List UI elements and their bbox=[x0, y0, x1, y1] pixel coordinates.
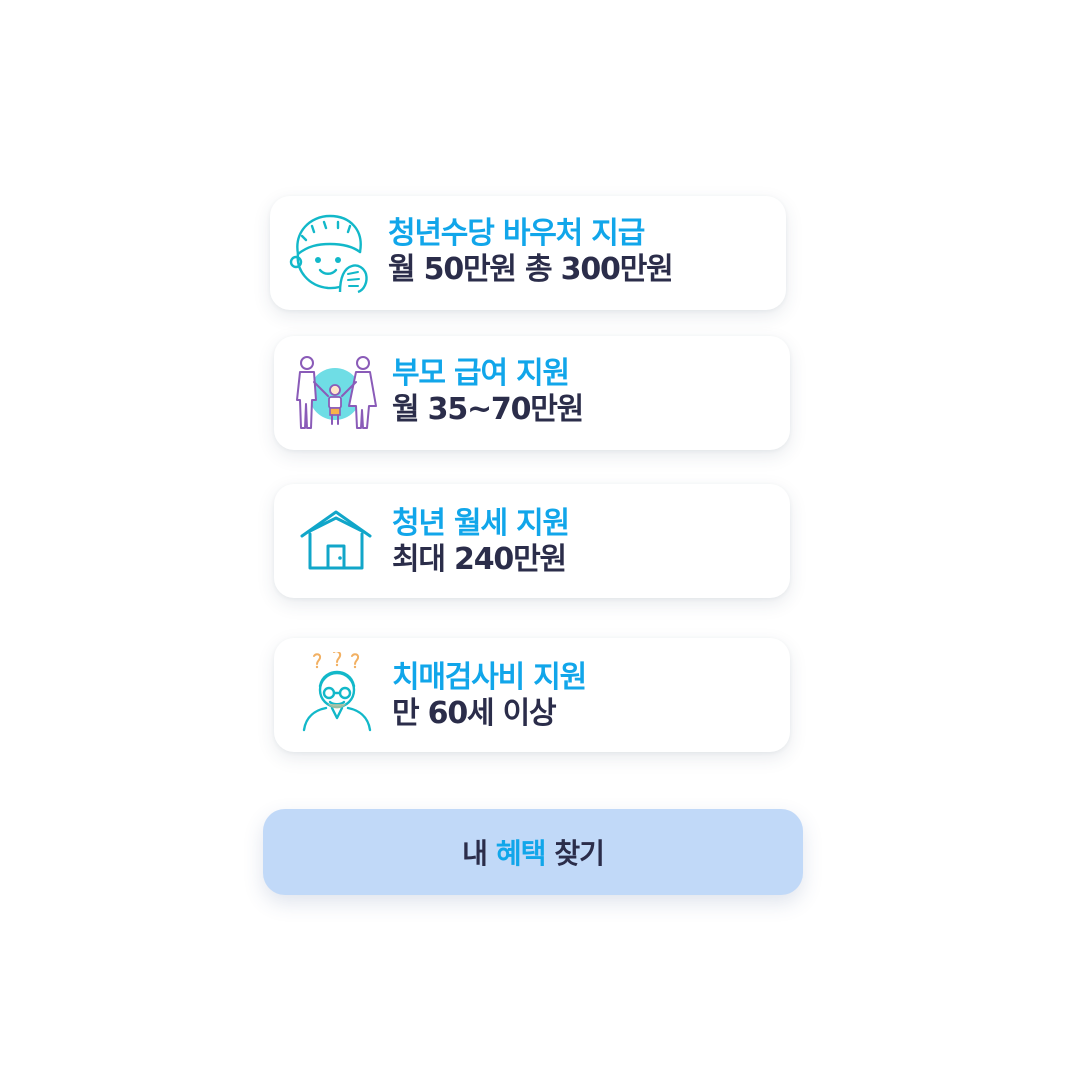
button-label-prefix: 내 bbox=[462, 837, 488, 870]
benefit-title: 청년수당 바우처 지급 bbox=[388, 216, 645, 251]
benefit-amount: 최대 240만원 bbox=[392, 542, 567, 577]
benefit-card-parent-benefit[interactable]: 부모 급여 지원 월 35~70만원 bbox=[274, 336, 790, 450]
family-icon bbox=[296, 356, 377, 429]
benefit-title: 청년 월세 지원 bbox=[392, 506, 570, 541]
benefit-amount: 월 50만원 총 300만원 bbox=[388, 252, 674, 287]
benefit-card-dementia-test[interactable]: 치매검사비 지원 만 60세 이상 bbox=[274, 638, 790, 752]
find-my-benefits-button[interactable]: 내 혜택 찾기 bbox=[263, 809, 803, 895]
benefit-amount: 월 35~70만원 bbox=[392, 392, 584, 427]
benefit-title: 치매검사비 지원 bbox=[392, 660, 587, 695]
benefit-card-youth-allowance[interactable]: 청년수당 바우처 지급 월 50만원 총 300만원 bbox=[270, 196, 786, 310]
young-man-face-icon bbox=[289, 214, 368, 294]
button-label-suffix: 찾기 bbox=[554, 837, 605, 870]
benefit-title: 부모 급여 지원 bbox=[392, 356, 570, 391]
button-label-highlight: 혜택 bbox=[495, 837, 547, 870]
house-icon bbox=[300, 510, 372, 570]
benefit-card-youth-rent[interactable]: 청년 월세 지원 최대 240만원 bbox=[274, 484, 790, 598]
confused-elder-icon bbox=[302, 652, 372, 732]
benefit-amount: 만 60세 이상 bbox=[392, 696, 557, 731]
